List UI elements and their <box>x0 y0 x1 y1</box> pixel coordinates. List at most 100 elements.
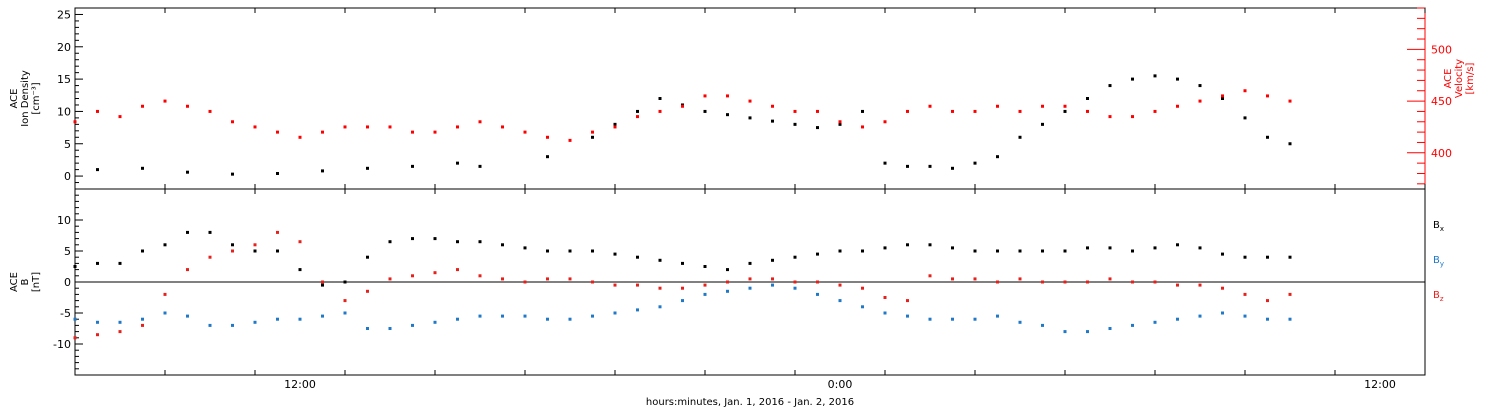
density-axis-ticks: 0 5 10 15 20 25 <box>57 8 83 183</box>
density-point <box>591 135 594 139</box>
bx-point <box>793 255 797 259</box>
by-point <box>1221 311 1224 315</box>
bx-point <box>613 252 617 256</box>
b-axis-ticks: -10 -5 0 5 10 <box>53 194 1425 370</box>
by-point <box>1086 330 1089 334</box>
by-point <box>1243 314 1247 318</box>
density-tick-label: 15 <box>57 73 71 86</box>
bz-point <box>231 249 234 253</box>
by-point <box>456 317 459 321</box>
velocity-point <box>1176 104 1179 108</box>
time-axis: 12:00 0:00 12:00 <box>74 8 1426 391</box>
bz-point <box>1086 280 1089 284</box>
by-point <box>96 320 99 324</box>
by-point <box>163 311 167 315</box>
by-point <box>546 317 549 321</box>
velocity-point <box>906 109 909 113</box>
by-point <box>973 317 977 321</box>
bx-point <box>96 261 99 265</box>
x-axis-title: hours:minutes, Jan. 1, 2016 - Jan. 2, 20… <box>646 397 854 408</box>
velocity-point <box>1018 109 1022 113</box>
velocity-point <box>883 120 887 124</box>
bz-point <box>1243 292 1247 296</box>
bz-point <box>703 283 707 287</box>
density-point <box>838 122 842 126</box>
bz-point <box>1018 277 1022 281</box>
by-point <box>321 314 324 318</box>
by-point <box>73 317 77 321</box>
bx-point <box>366 255 369 259</box>
legend-by: By <box>1433 255 1444 268</box>
bx-point <box>253 249 257 253</box>
density-tick-label: 0 <box>64 170 71 183</box>
by-point <box>591 314 594 318</box>
bx-point <box>928 243 932 247</box>
density-point <box>1041 122 1044 126</box>
velocity-point <box>411 130 414 134</box>
velocity-point <box>613 125 617 129</box>
bz-point <box>613 283 617 287</box>
by-point <box>208 323 212 327</box>
by-point <box>298 317 302 321</box>
bx-point <box>636 255 639 259</box>
bz-point <box>973 277 977 281</box>
bz-point <box>208 255 212 259</box>
bz-point <box>1131 280 1134 284</box>
bz-point <box>433 271 437 275</box>
velocity-point <box>748 99 752 103</box>
bz-point <box>523 280 527 284</box>
bz-point <box>1288 292 1292 296</box>
velocity-point <box>388 125 392 129</box>
bx-point <box>73 265 77 268</box>
by-point <box>838 299 842 303</box>
bz-point <box>321 280 324 284</box>
bz-point <box>388 277 392 281</box>
bx-point <box>388 240 392 244</box>
density-point <box>366 166 369 170</box>
b-tick-label: 10 <box>57 214 71 227</box>
velocity-tick-label: 450 <box>1431 95 1452 108</box>
bx-point <box>816 252 819 256</box>
by-point <box>343 311 347 315</box>
by-point <box>1198 314 1202 318</box>
time-tick-label: 0:00 <box>828 378 853 391</box>
bz-point <box>298 240 302 244</box>
bx-point <box>276 249 279 253</box>
bz-point <box>276 230 279 234</box>
bz-point <box>1176 283 1179 287</box>
by-point <box>118 320 122 324</box>
density-point <box>703 109 707 113</box>
by-point <box>816 292 819 296</box>
bx-point <box>726 268 729 272</box>
by-point <box>1266 317 1269 321</box>
bx-point <box>1288 255 1292 259</box>
velocity-point <box>231 120 234 124</box>
bx-point <box>703 265 707 268</box>
velocity-point <box>118 115 122 119</box>
velocity-point <box>838 120 842 124</box>
density-point <box>1176 77 1179 81</box>
bz-point <box>141 323 144 327</box>
density-point <box>771 119 774 123</box>
bx-point <box>1063 249 1067 253</box>
bx-point <box>973 249 977 253</box>
density-tick-label: 5 <box>64 138 71 151</box>
bx-point <box>1221 252 1224 256</box>
by-point <box>501 314 504 318</box>
by-point <box>388 327 392 330</box>
bz-point <box>163 292 167 296</box>
velocity-point <box>1288 99 1292 103</box>
bx-point <box>658 258 662 262</box>
density-point <box>928 164 932 168</box>
velocity-point <box>523 130 527 134</box>
density-point <box>456 161 459 165</box>
bz-point <box>1041 280 1044 284</box>
bx-point <box>163 243 167 247</box>
bz-point <box>996 280 999 284</box>
by-point <box>928 317 932 321</box>
bx-point <box>1176 243 1179 247</box>
b-tick-label: 5 <box>64 245 71 258</box>
velocity-point <box>928 104 932 108</box>
b-tick-label: -10 <box>53 338 71 351</box>
bx-point <box>1108 246 1112 250</box>
